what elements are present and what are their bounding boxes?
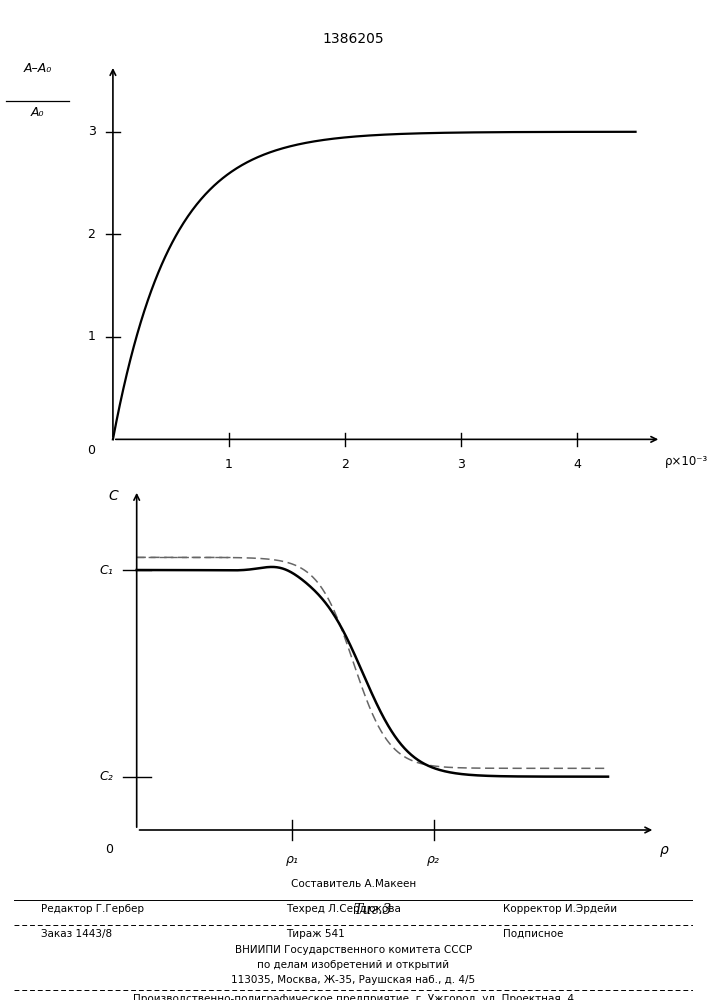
Text: Корректор И.Эрдейи: Корректор И.Эрдейи xyxy=(503,904,617,914)
Text: 3: 3 xyxy=(88,125,95,138)
Text: 1386205: 1386205 xyxy=(322,32,385,46)
Text: Заказ 1443/8: Заказ 1443/8 xyxy=(41,929,112,939)
Text: ρ₁: ρ₁ xyxy=(286,853,298,866)
Text: Τиг.2: Τиг.2 xyxy=(361,496,399,510)
Text: C₁: C₁ xyxy=(100,563,113,576)
Text: Подписное: Подписное xyxy=(503,929,563,939)
Text: 0: 0 xyxy=(105,843,113,856)
Text: C: C xyxy=(108,489,118,503)
Text: A₀: A₀ xyxy=(30,106,44,119)
Text: 1: 1 xyxy=(225,458,233,471)
Text: 1: 1 xyxy=(88,330,95,343)
Text: 3: 3 xyxy=(457,458,465,471)
Text: C₂: C₂ xyxy=(100,770,113,783)
Text: Составитель А.Макеен: Составитель А.Макеен xyxy=(291,879,416,889)
Text: 0: 0 xyxy=(88,444,95,457)
Text: ρ×10⁻³Па: ρ×10⁻³Па xyxy=(665,455,707,468)
Text: ρ: ρ xyxy=(660,843,669,857)
Text: 2: 2 xyxy=(88,228,95,241)
Text: по делам изобретений и открытий: по делам изобретений и открытий xyxy=(257,960,450,970)
Text: ВНИИПИ Государственного комитета СССР: ВНИИПИ Государственного комитета СССР xyxy=(235,945,472,955)
Text: 113035, Москва, Ж-35, Раушская наб., д. 4/5: 113035, Москва, Ж-35, Раушская наб., д. … xyxy=(231,975,476,985)
Text: ρ₂: ρ₂ xyxy=(427,853,440,866)
Text: Техред Л.Сердюкова: Техред Л.Сердюкова xyxy=(286,904,400,914)
Text: Тираж 541: Тираж 541 xyxy=(286,929,344,939)
Text: Редактор Г.Гербер: Редактор Г.Гербер xyxy=(41,904,144,914)
Text: 4: 4 xyxy=(573,458,581,471)
Text: A–A₀: A–A₀ xyxy=(23,62,52,75)
Text: 2: 2 xyxy=(341,458,349,471)
Text: Производственно-полиграфическое предприятие, г. Ужгород, ул. Проектная, 4: Производственно-полиграфическое предприя… xyxy=(133,994,574,1000)
Text: Τиг.3: Τиг.3 xyxy=(354,903,392,917)
